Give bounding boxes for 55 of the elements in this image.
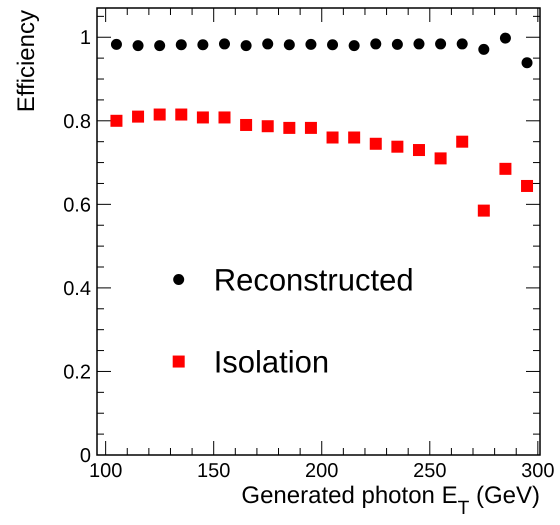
point [326, 132, 339, 144]
y-tick-label: 0 [80, 445, 91, 467]
y-tick-label: 0.8 [63, 110, 91, 133]
x-tick-label: 200 [305, 460, 338, 482]
point [478, 204, 490, 217]
point [176, 39, 187, 50]
point [348, 132, 360, 144]
x-axis-title: Generated photon E$_{T}$ (GeV) [241, 482, 540, 518]
point [196, 111, 209, 124]
point [522, 57, 533, 68]
x-tick-label: 100 [88, 460, 122, 482]
point [240, 40, 252, 52]
point [348, 40, 360, 52]
point [500, 32, 511, 44]
y-tick-label: 1 [80, 27, 91, 50]
point [370, 138, 382, 150]
point [521, 180, 534, 192]
point [219, 38, 230, 50]
y-tick-label: 0.2 [63, 361, 91, 384]
point [392, 38, 403, 50]
x-tick-label: 150 [197, 460, 230, 482]
point [413, 38, 424, 50]
point [132, 40, 144, 52]
point [412, 144, 425, 156]
point [110, 38, 122, 50]
point [218, 111, 230, 124]
x-tick-label: 300 [521, 460, 555, 482]
y-axis-title: Efficiency [13, 10, 40, 112]
point [304, 122, 317, 134]
point [305, 38, 316, 50]
y-tick-label: 0.6 [63, 194, 91, 216]
point [175, 108, 188, 121]
point [478, 44, 490, 55]
point [132, 110, 144, 123]
point [499, 162, 512, 175]
point [154, 108, 166, 121]
legend-label: Isolation [214, 344, 330, 380]
point [434, 152, 447, 164]
point [262, 38, 274, 50]
point [284, 39, 295, 50]
point [154, 40, 166, 52]
point [197, 39, 208, 50]
point [283, 122, 296, 134]
point [262, 120, 274, 132]
point [391, 140, 404, 153]
point [456, 38, 468, 50]
point [435, 38, 446, 50]
point [456, 136, 468, 148]
y-tick-label: 0.4 [63, 278, 91, 300]
legend-label: Reconstructed [214, 262, 414, 298]
x-tick-label: 250 [413, 460, 446, 482]
point [327, 39, 338, 50]
point [110, 114, 122, 127]
point [370, 38, 382, 50]
point [240, 118, 252, 131]
